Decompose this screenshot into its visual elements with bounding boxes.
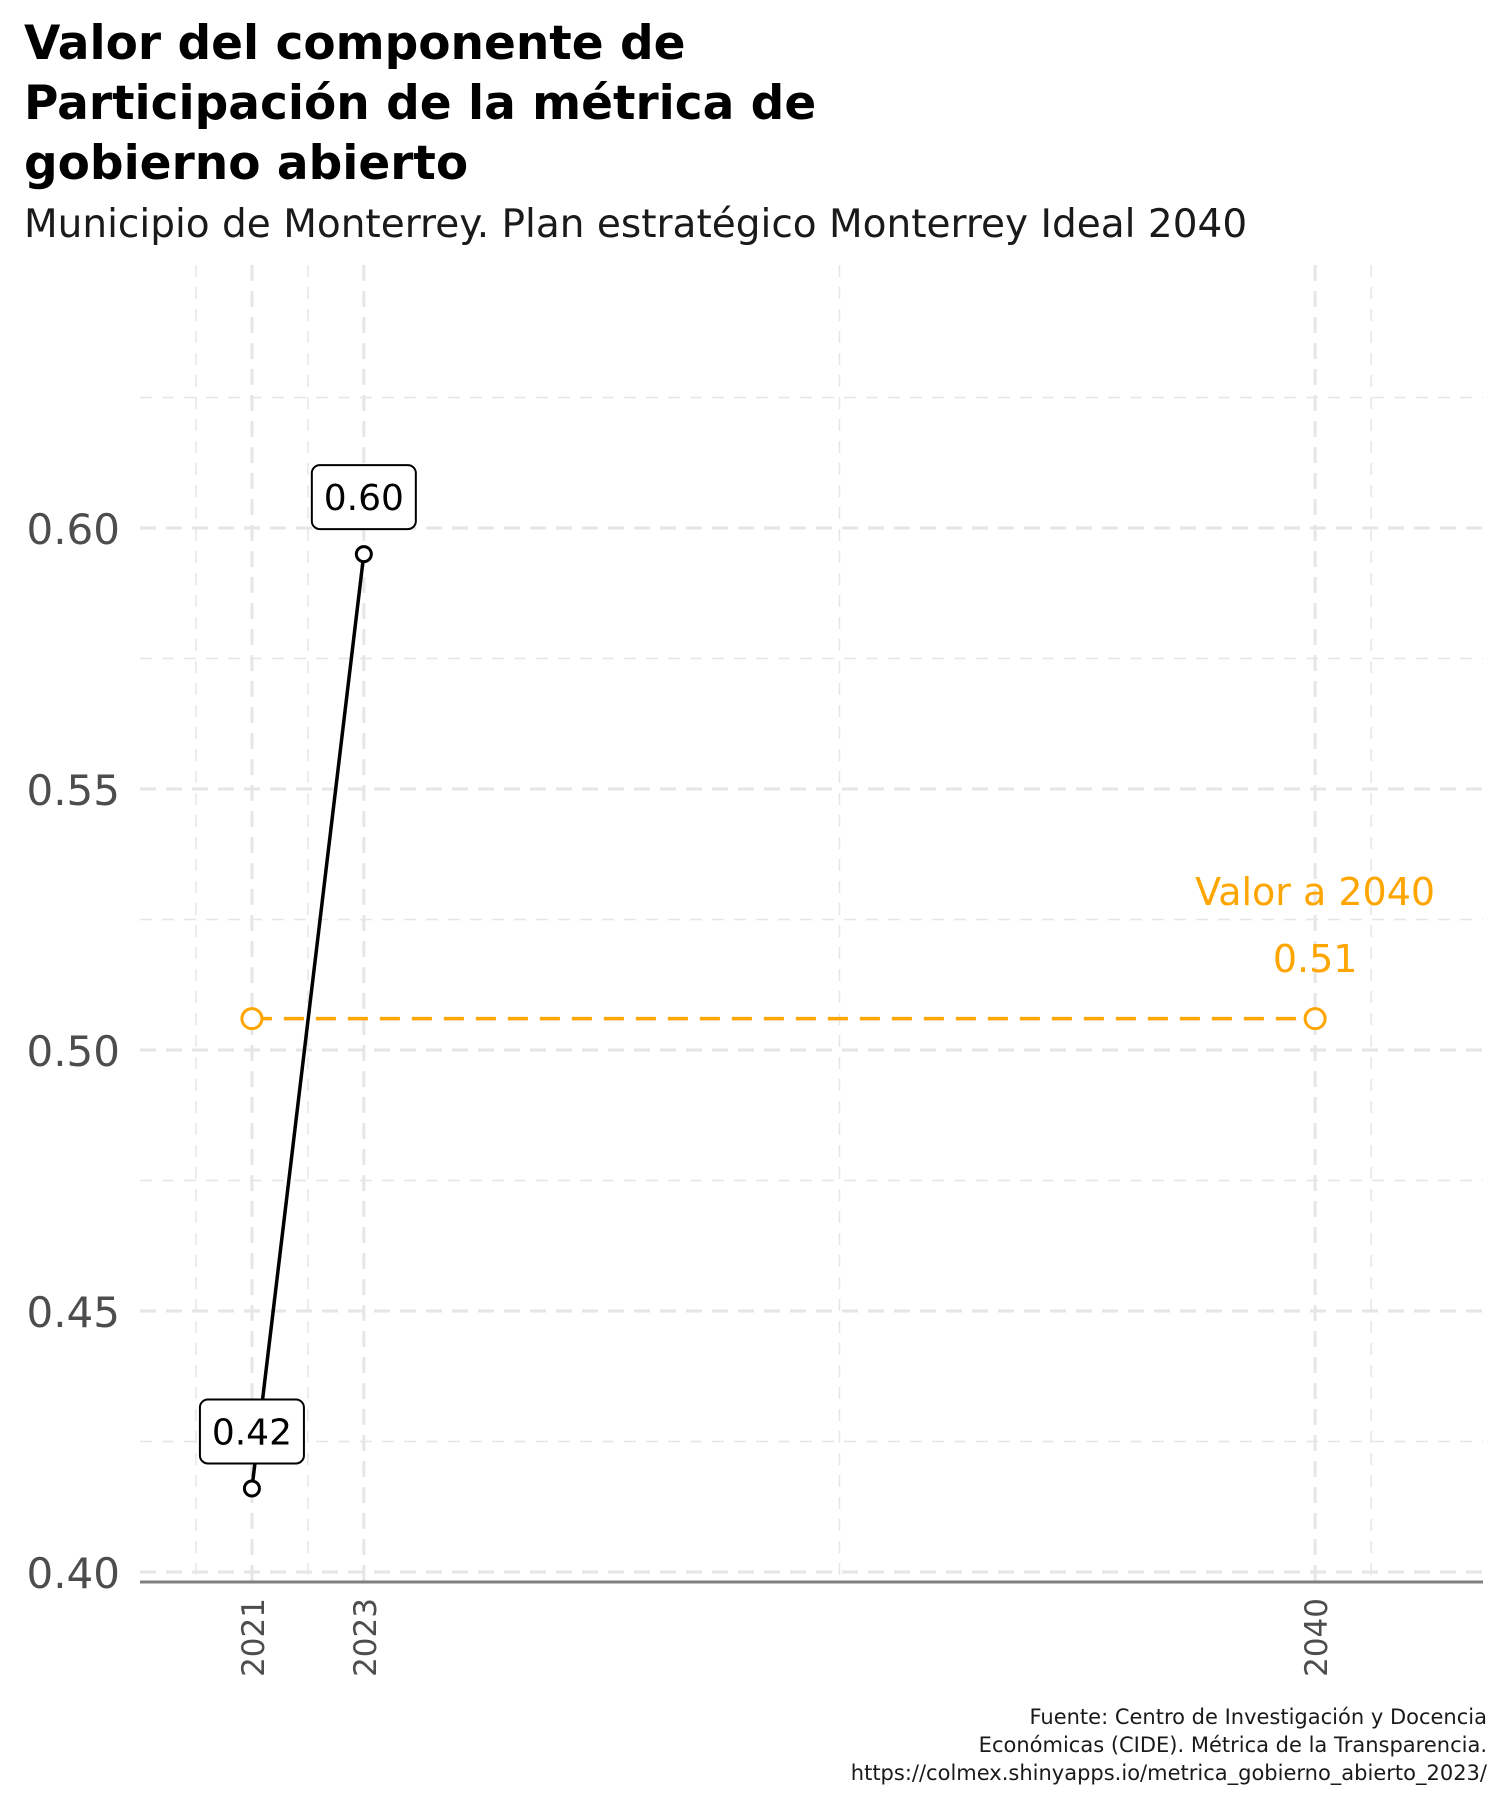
observed-point (354, 545, 373, 564)
minor-gridlines (140, 265, 1483, 1582)
data-label: 0.60 (324, 478, 404, 519)
y-tick-label: 0.60 (26, 505, 120, 554)
data-label-box (198, 1398, 305, 1465)
caption-line-2: Económicas (CIDE). Métrica de la Transpa… (978, 1733, 1487, 1757)
series-layer (240, 545, 1327, 1498)
caption-line-3: https://colmex.shinyapps.io/metrica_gobi… (850, 1761, 1487, 1785)
y-tick-label: 0.55 (26, 766, 120, 815)
y-tick-label: 0.40 (26, 1549, 120, 1598)
y-axis-tick-labels: 0.40 0.45 0.50 0.55 0.60 (26, 505, 120, 1598)
x-tick-label: 2021 (236, 1598, 272, 1677)
y-tick-label: 0.50 (26, 1027, 120, 1076)
x-tick-label: 2023 (348, 1598, 384, 1677)
caption-line-1: Fuente: Centro de Investigación y Docenc… (1029, 1705, 1487, 1729)
target-annotation-label: Valor a 2040 (1195, 870, 1435, 914)
chart-subtitle: Municipio de Monterrey. Plan estratégico… (24, 202, 1248, 247)
observed-point (242, 1479, 261, 1498)
data-label-box (310, 464, 417, 531)
observed-series-line (250, 553, 366, 1489)
data-label: 0.42 (212, 1412, 292, 1453)
target-point (1303, 1007, 1327, 1031)
y-tick-label: 0.45 (26, 1288, 120, 1337)
target-annotation-value: 0.51 (1273, 937, 1358, 981)
x-axis-tick-labels: 2021 2023 2040 (236, 1598, 1335, 1677)
annotation-layer: Valor a 2040 0.51 (1195, 870, 1435, 981)
chart-title: Valor del componente de Participación de… (24, 16, 817, 191)
x-tick-label: 2040 (1299, 1598, 1335, 1677)
major-gridlines (140, 265, 1483, 1582)
target-point (240, 1007, 264, 1031)
data-label-layer: 0.42 0.60 (198, 464, 417, 1465)
source-caption: Fuente: Centro de Investigación y Docenc… (851, 1703, 1487, 1787)
